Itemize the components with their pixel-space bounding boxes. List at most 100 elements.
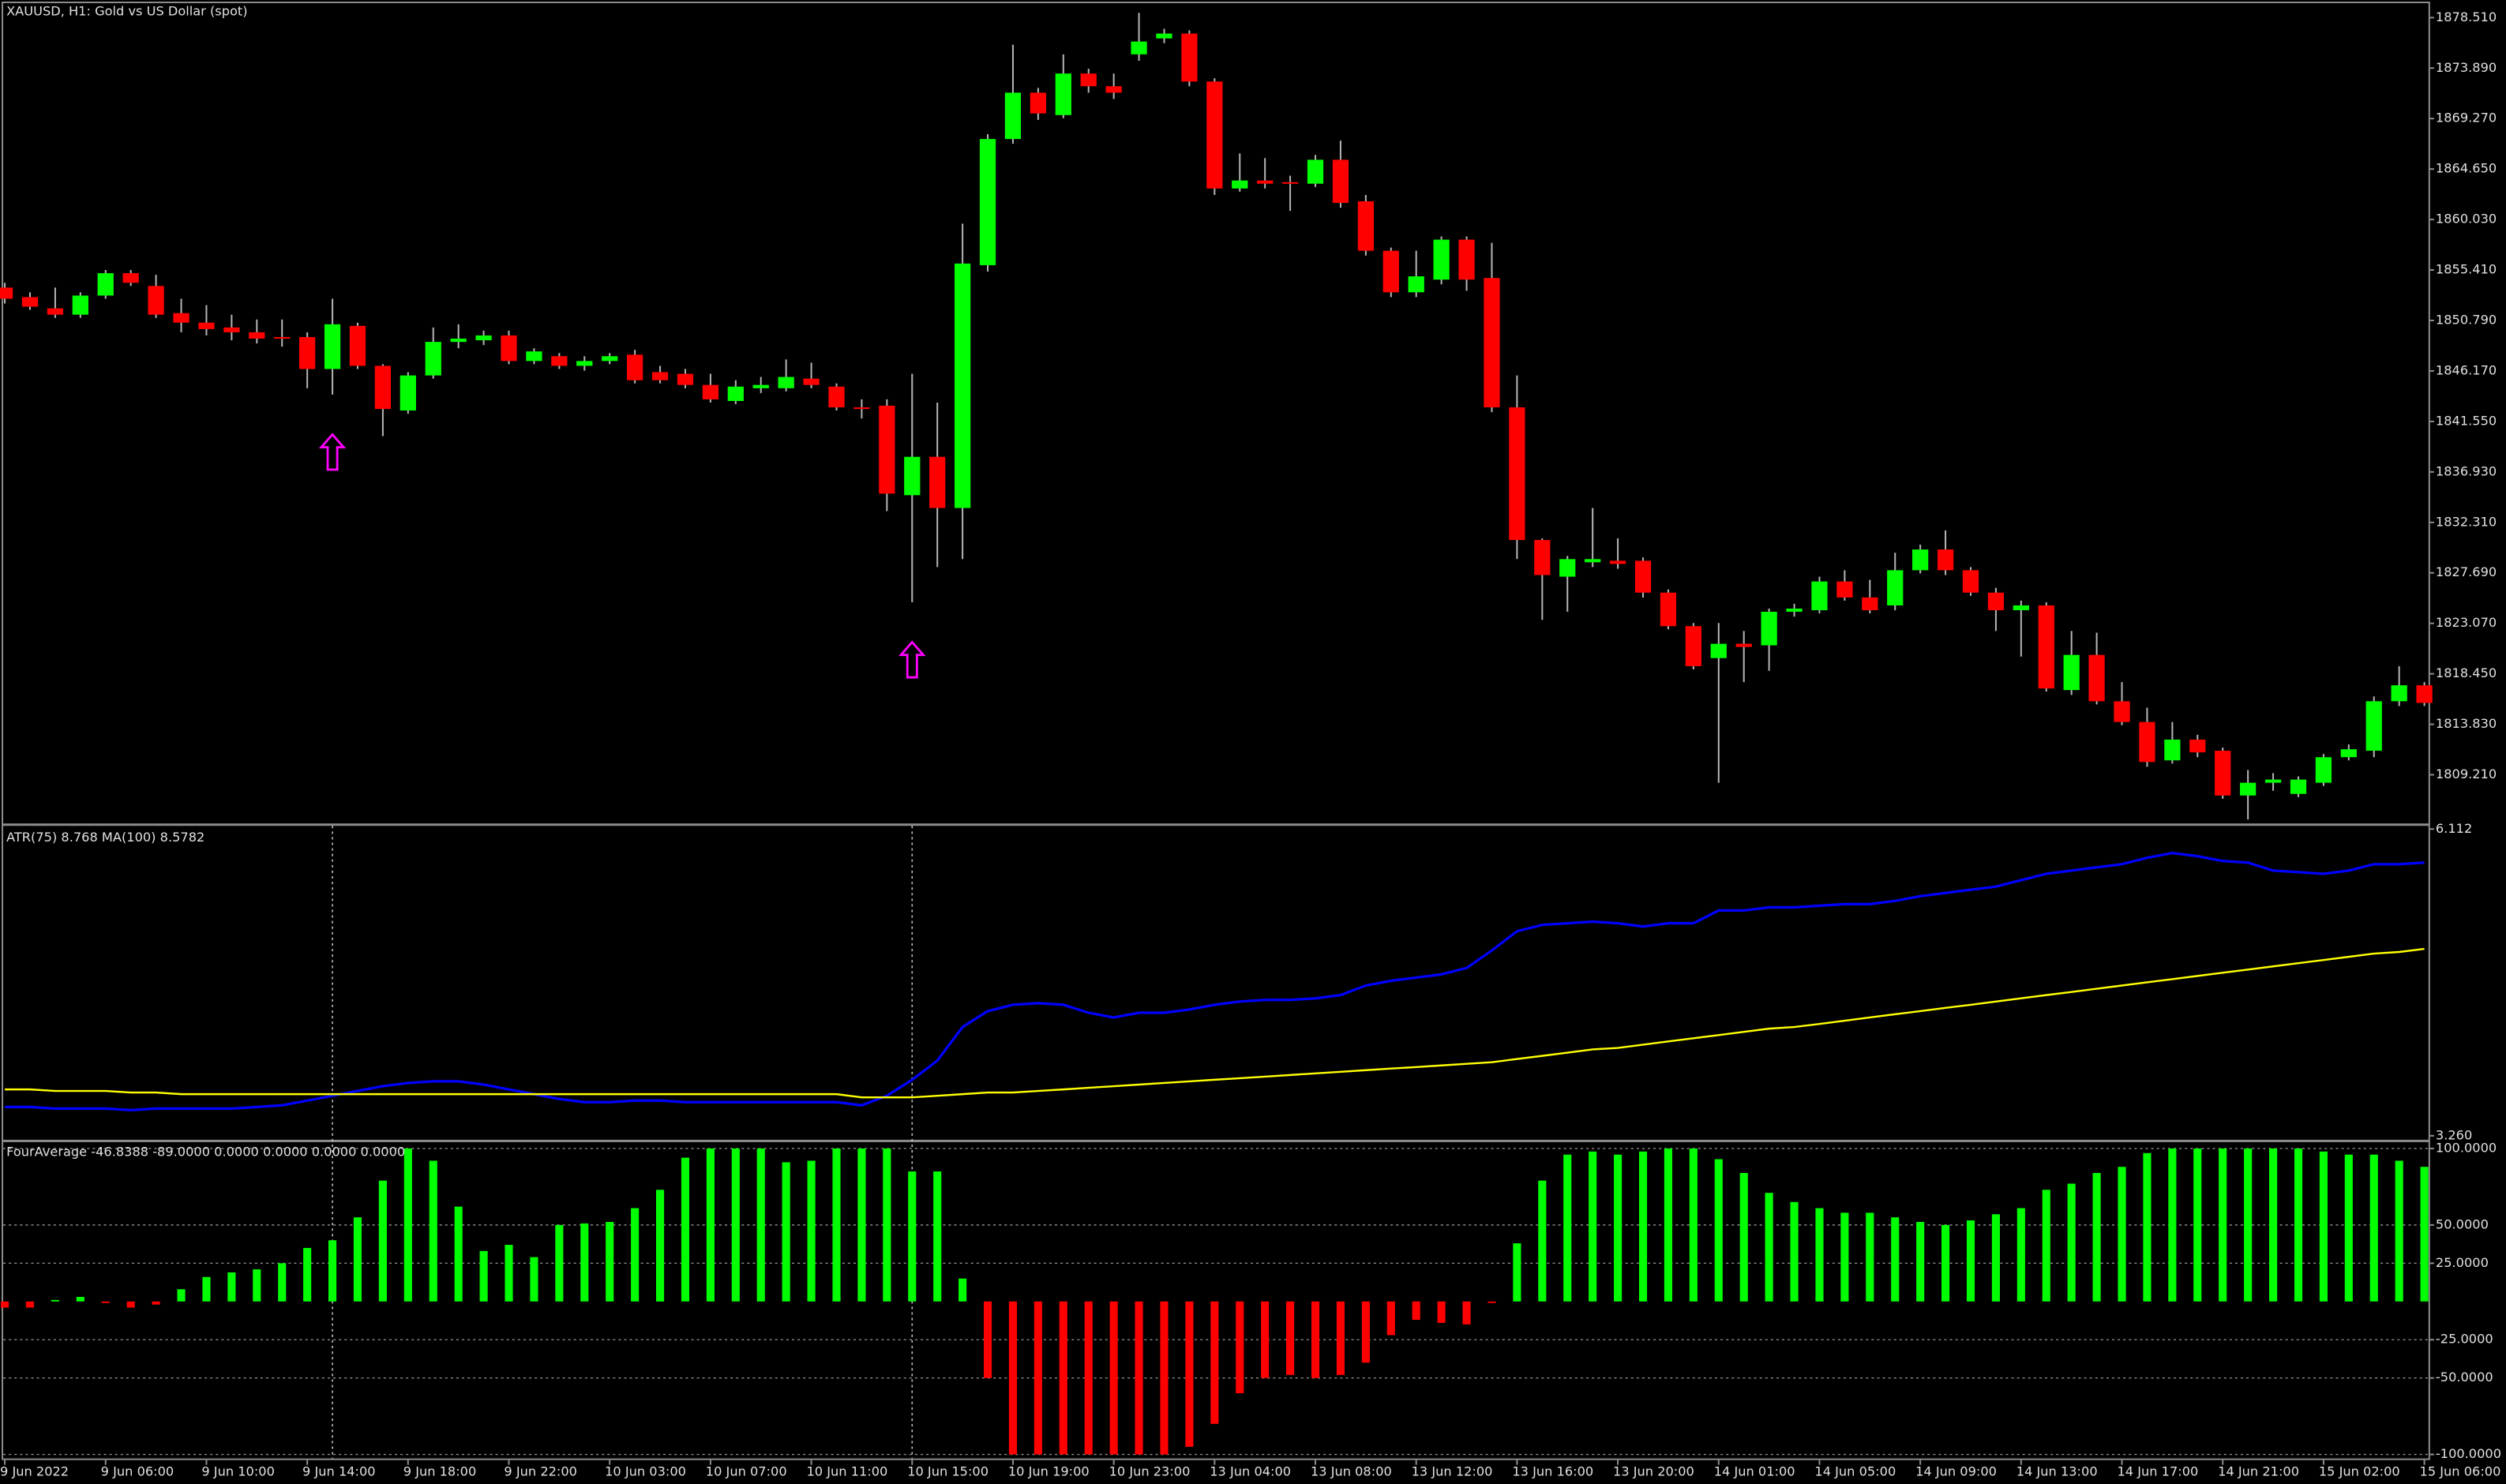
candle-body [2164,739,2181,761]
histogram-bar [353,1217,362,1302]
time-label: 14 Jun 05:00 [1814,1463,1896,1478]
histogram-bar [1008,1301,1018,1455]
histogram-bar [1361,1301,1370,1363]
time-label: 14 Jun 01:00 [1714,1463,1795,1478]
time-label: 13 Jun 20:00 [1613,1463,1694,1478]
histogram-bar [1840,1212,1849,1302]
candle-body [0,287,13,299]
histogram-bar [1891,1217,1900,1302]
histogram-bar [2193,1148,2202,1302]
histogram-bar [2319,1151,2328,1302]
histogram-bar [2344,1154,2353,1302]
histogram-bar [505,1245,513,1302]
histogram-bar [2143,1152,2151,1302]
y-tick-label: 1841.550 [2436,413,2497,428]
histogram-bar [1210,1301,1219,1424]
candle-body [1458,239,1475,280]
time-label: 10 Jun 03:00 [605,1463,686,1478]
candle-body [1862,597,1878,611]
y-tick-label: 1818.450 [2436,665,2497,680]
candle-body [1181,33,1198,82]
histogram-bar [227,1272,236,1302]
histogram-bar [126,1301,135,1308]
candle-body [2315,757,2332,783]
candle-body [1131,41,1147,54]
histogram-bar [177,1289,186,1302]
histogram-bar [1160,1301,1169,1455]
histogram-bar [2369,1154,2378,1302]
histogram-bar [1034,1301,1042,1455]
time-label: 9 Jun 18:00 [403,1463,477,1478]
signal-arrow [898,640,926,679]
y-tick-label: 1850.790 [2436,312,2497,327]
candle-body [1307,159,1324,184]
histogram-bar [1589,1151,1597,1302]
candle-body [1484,278,1500,408]
time-label: 9 Jun 10:00 [201,1463,275,1478]
histogram-bar [479,1250,488,1302]
candle-body [677,373,694,385]
candle-body [879,405,895,494]
time-label: 10 Jun 15:00 [907,1463,989,1478]
histogram-bar [933,1171,942,1302]
candle-body [299,337,316,369]
time-label: 13 Jun 04:00 [1210,1463,1291,1478]
candle-body [2038,605,2054,689]
candle-body [47,308,64,315]
candle-body [1534,540,1551,575]
histogram-bar [1664,1148,1672,1302]
histogram-bar [606,1221,614,1302]
time-label: 10 Jun 07:00 [706,1463,787,1478]
candle-body [1257,180,1274,184]
candle-body [2215,751,2231,796]
candle-body [2365,701,2382,751]
histogram-bar [328,1240,337,1302]
candle-body [2290,779,2307,794]
candle-body [602,356,618,362]
candle-body [752,384,769,388]
candle-body [1609,560,1626,564]
candle-body [1937,549,1954,571]
histogram-bar [429,1160,437,1302]
histogram-bar [2244,1148,2253,1302]
histogram-bar [2118,1167,2126,1302]
time-label: 10 Jun 19:00 [1008,1463,1090,1478]
candle-body [324,324,341,369]
histogram-bar [1916,1221,1925,1302]
candle-body [475,335,492,341]
y-tick-label: 25.0000 [2436,1255,2489,1270]
histogram-bar [253,1269,261,1302]
y-tick-label: -25.0000 [2436,1332,2493,1347]
histogram-bar [51,1299,59,1302]
candle-body [2088,654,2105,702]
candle-body [374,365,392,410]
candle-body [1055,73,1071,115]
candle-body [1710,643,1727,658]
histogram-bar [832,1148,841,1302]
histogram-bar [530,1257,538,1302]
candle-body [1156,33,1172,39]
histogram-bar [152,1301,160,1305]
candle-body [853,407,870,410]
y-tick-label: 1873.890 [2436,60,2497,75]
candle-body [576,361,593,366]
histogram-bar [2067,1183,2076,1302]
y-tick-label: 100.0000 [2436,1140,2497,1155]
histogram-bar [1286,1301,1295,1375]
candle-body [526,351,542,362]
histogram-bar [655,1190,665,1302]
time-label: 13 Jun 16:00 [1512,1463,1593,1478]
candle-body [198,322,215,329]
candle-body [702,384,719,399]
histogram-bar [1815,1208,1824,1302]
candle-body [904,456,921,496]
candle-body [425,342,441,376]
y-tick-label: 1869.270 [2436,111,2497,126]
candle-body [2264,779,2282,783]
candle-body [1685,626,1701,666]
histogram-bar [1614,1154,1623,1302]
histogram-bar [1462,1301,1471,1325]
histogram-bar [378,1180,387,1302]
y-tick-label: 6.112 [2436,821,2472,836]
histogram-bar [1,1301,9,1308]
